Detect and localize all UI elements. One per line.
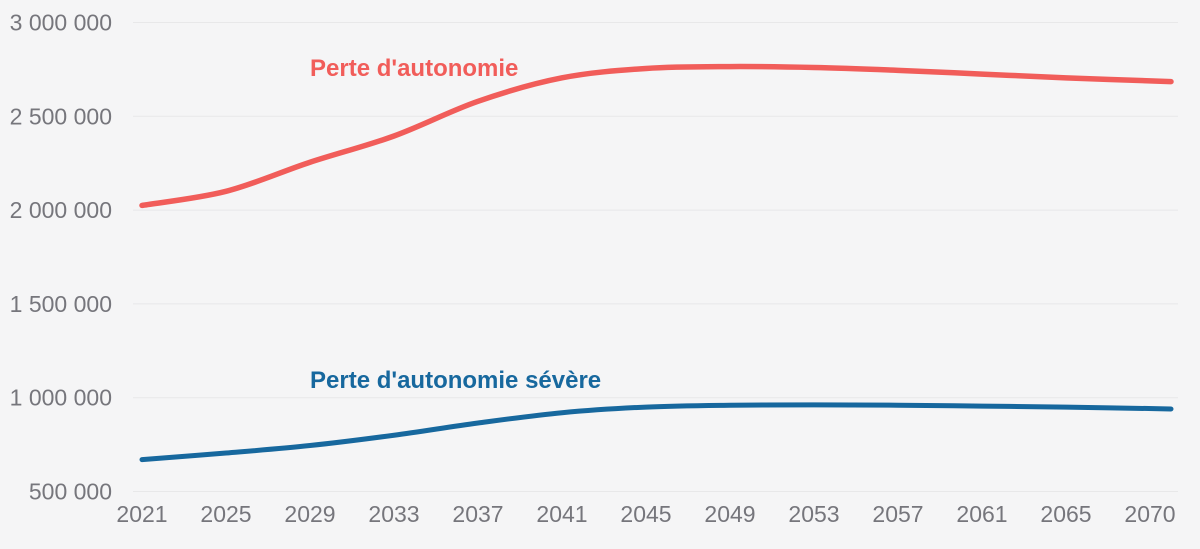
x-tick-label: 2021 — [116, 501, 167, 527]
x-tick-label: 2041 — [536, 501, 587, 527]
line-perte-autonomie — [139, 63, 1174, 209]
x-tick-label: 2057 — [872, 501, 923, 527]
x-tick-label: 2061 — [956, 501, 1007, 527]
x-tick-label: 2070 — [1124, 501, 1175, 527]
x-tick-label: 2053 — [788, 501, 839, 527]
x-tick-label: 2029 — [284, 501, 335, 527]
y-tick-label: 1 500 000 — [10, 291, 112, 317]
y-tick-label: 2 000 000 — [10, 197, 112, 223]
y-tick-label: 500 000 — [29, 479, 112, 505]
y-tick-label: 2 500 000 — [10, 103, 112, 129]
x-tick-label: 2065 — [1040, 501, 1091, 527]
series-label-perte-autonomie-severe: Perte d'autonomie sévère — [310, 367, 601, 394]
x-tick-label: 2049 — [704, 501, 755, 527]
line-perte-autonomie-severe — [139, 402, 1174, 463]
y-axis-tick-labels: 3 000 000 2 500 000 2 000 000 1 500 000 1 00… — [10, 10, 112, 505]
x-tick-label: 2045 — [620, 501, 671, 527]
y-tick-label: 3 000 000 — [10, 10, 112, 36]
x-tick-label: 2025 — [200, 501, 251, 527]
x-tick-label: 2037 — [452, 501, 503, 527]
x-tick-label: 2033 — [368, 501, 419, 527]
series-label-perte-autonomie: Perte d'autonomie — [310, 55, 518, 82]
y-tick-label: 1 000 000 — [10, 385, 112, 411]
grid-layer — [133, 22, 1178, 492]
series-lines-layer — [139, 63, 1174, 463]
x-axis-tick-labels: 2021 2025 2029 2033 2037 2041 2045 2049 2053 2057… — [116, 501, 1175, 527]
